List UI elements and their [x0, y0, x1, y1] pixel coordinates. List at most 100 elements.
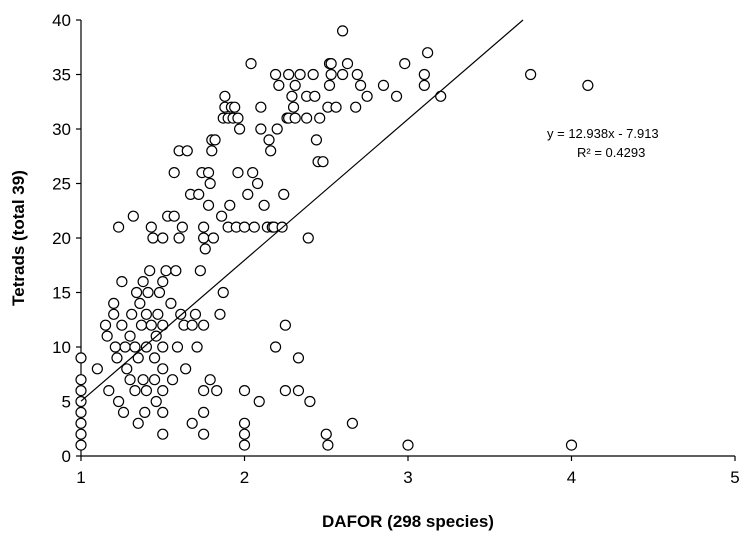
data-point	[75, 406, 87, 418]
data-point	[238, 385, 251, 397]
data-point	[101, 330, 113, 342]
data-point	[314, 112, 326, 124]
data-point	[214, 308, 226, 320]
data-point	[140, 341, 152, 353]
data-point	[245, 57, 257, 70]
data-point	[168, 167, 180, 179]
x-axis-label: DAFOR (298 species)	[322, 512, 494, 531]
data-point	[173, 232, 185, 244]
data-point	[139, 406, 151, 418]
data-point	[144, 265, 156, 277]
data-point	[402, 439, 414, 451]
data-point	[157, 385, 169, 397]
data-point	[127, 210, 139, 222]
data-point	[147, 232, 159, 244]
data-point	[113, 395, 125, 408]
data-point	[150, 395, 162, 408]
data-point	[198, 232, 210, 244]
data-point	[307, 68, 319, 81]
data-point	[186, 319, 198, 331]
data-point	[204, 177, 216, 190]
data-point	[219, 90, 231, 102]
data-point	[418, 79, 430, 92]
data-point	[263, 134, 275, 146]
data-point	[390, 90, 403, 102]
plot-area: 0 5 10 15 20 25 30 35 40 1 2 3 4 5	[52, 11, 740, 487]
data-point	[269, 341, 282, 353]
data-point	[171, 341, 184, 353]
data-point	[211, 385, 223, 397]
y-tick-label: 40	[52, 11, 71, 30]
data-point	[255, 123, 267, 135]
data-point	[217, 286, 229, 299]
data-point	[399, 57, 411, 70]
data-point	[265, 145, 277, 157]
data-point	[180, 363, 192, 375]
trendline	[80, 19, 524, 402]
data-point	[238, 417, 251, 429]
data-point	[75, 428, 87, 440]
data-point	[207, 232, 220, 244]
data-point	[148, 352, 161, 364]
data-point	[140, 308, 152, 320]
data-point	[75, 439, 87, 451]
y-tick-label: 20	[52, 229, 71, 248]
data-point	[109, 341, 121, 353]
data-point	[247, 167, 259, 179]
data-point	[117, 406, 130, 418]
data-point	[206, 145, 218, 157]
data-point	[99, 319, 112, 331]
r-squared-label: R² = 0.4293	[577, 145, 645, 160]
data-point	[216, 210, 228, 222]
y-tick-label: 15	[52, 284, 71, 303]
data-point	[121, 363, 133, 375]
data-point	[198, 406, 210, 418]
data-point	[194, 265, 206, 277]
data-point	[251, 177, 264, 190]
data-point	[160, 265, 172, 277]
data-point	[75, 374, 87, 386]
data-point	[258, 199, 270, 211]
y-tick-label: 30	[52, 120, 71, 139]
data-point	[198, 385, 210, 397]
data-point	[238, 221, 251, 233]
data-point	[337, 25, 349, 37]
y-tick-label: 0	[62, 447, 71, 466]
data-point	[377, 79, 390, 92]
data-point	[186, 417, 198, 429]
data-point	[181, 145, 193, 157]
data-point	[157, 276, 169, 288]
data-point	[310, 134, 323, 146]
data-point	[157, 406, 169, 418]
data-point	[157, 428, 169, 440]
data-point	[157, 319, 169, 331]
data-point	[168, 210, 180, 222]
data-point	[75, 417, 87, 429]
data-point	[351, 68, 363, 81]
data-point	[204, 374, 216, 386]
data-point	[302, 232, 314, 244]
data-point	[170, 265, 182, 277]
data-point	[341, 57, 354, 70]
data-point	[111, 352, 123, 364]
data-points	[75, 25, 594, 451]
data-point	[233, 123, 246, 135]
data-point	[323, 79, 336, 92]
data-point	[116, 319, 128, 331]
data-point	[289, 79, 301, 92]
data-point	[166, 374, 179, 386]
data-point	[113, 221, 125, 233]
data-point	[116, 276, 128, 288]
data-point	[232, 167, 244, 179]
y-tick-label: 25	[52, 175, 71, 194]
data-point	[176, 221, 188, 233]
y-tick-label: 5	[62, 393, 71, 412]
data-point	[202, 167, 215, 179]
data-point	[209, 134, 221, 146]
data-point	[124, 374, 136, 386]
x-tick-label: 1	[76, 468, 85, 487]
data-point	[255, 101, 267, 113]
x-tick-label: 4	[567, 468, 576, 487]
data-point	[124, 330, 136, 342]
